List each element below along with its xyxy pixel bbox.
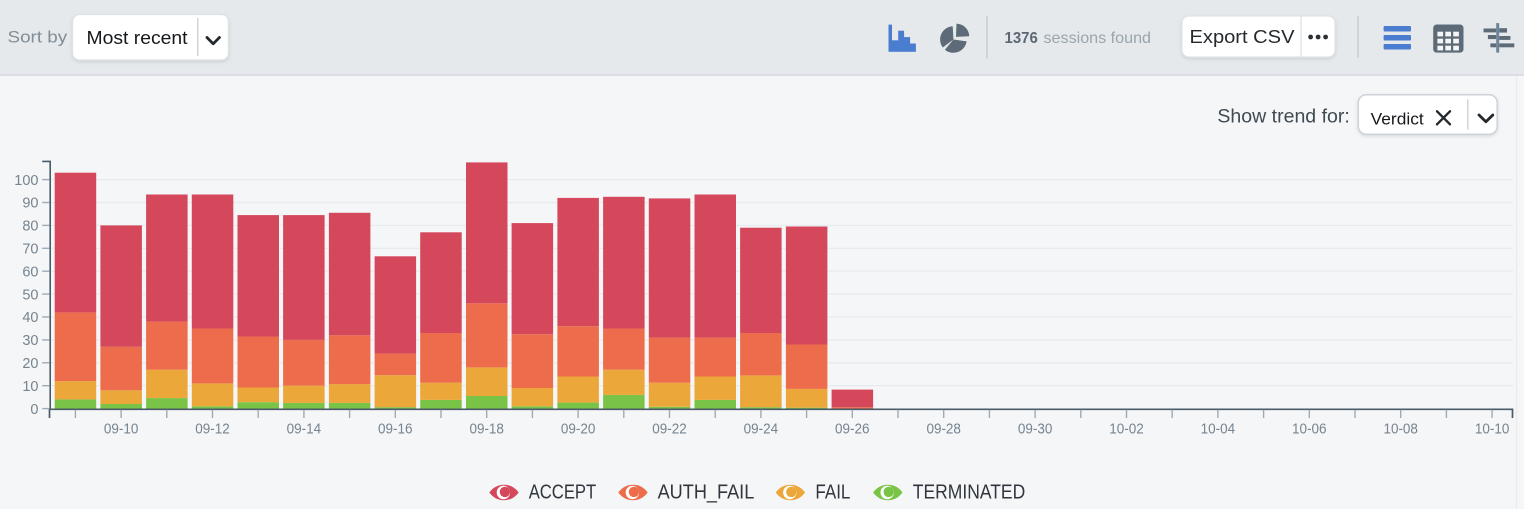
svg-text:09-30: 09-30 [1018,422,1053,438]
svg-text:09-16: 09-16 [378,422,413,438]
svg-text:TERMINATED: TERMINATED [913,481,1025,503]
svg-text:09-10: 09-10 [104,422,139,438]
svg-text:09-20: 09-20 [561,422,596,438]
svg-text:09-14: 09-14 [287,422,322,438]
svg-text:90: 90 [22,196,38,212]
svg-text:40: 40 [22,310,38,326]
svg-text:sessions found: sessions found [1044,30,1152,47]
svg-text:80: 80 [22,219,38,235]
svg-text:10-08: 10-08 [1383,422,1418,438]
svg-text:Most recent: Most recent [87,27,188,48]
svg-text:09-24: 09-24 [744,422,779,438]
svg-text:09-26: 09-26 [835,422,870,438]
svg-text:Show trend for:: Show trend for: [1217,105,1349,127]
svg-text:20: 20 [22,356,38,372]
svg-text:Verdict: Verdict [1371,110,1424,129]
svg-text:09-12: 09-12 [195,422,230,438]
svg-text:1376: 1376 [1005,30,1038,47]
svg-text:0: 0 [30,402,38,418]
svg-text:Sort by: Sort by [8,28,68,47]
svg-text:10-10: 10-10 [1475,422,1510,438]
svg-text:10: 10 [22,379,38,395]
svg-text:10-02: 10-02 [1109,422,1144,438]
svg-text:10-04: 10-04 [1201,422,1236,438]
svg-text:ACCEPT: ACCEPT [529,481,597,503]
svg-text:100: 100 [14,173,38,189]
svg-text:09-22: 09-22 [652,422,687,438]
svg-text:09-28: 09-28 [926,422,961,438]
svg-text:70: 70 [22,242,38,258]
svg-text:50: 50 [22,287,38,303]
svg-text:10-06: 10-06 [1292,422,1327,438]
svg-text:30: 30 [22,333,38,349]
svg-text:AUTH_FAIL: AUTH_FAIL [658,481,755,503]
svg-text:FAIL: FAIL [815,481,850,503]
svg-text:Export CSV: Export CSV [1190,27,1295,47]
svg-text:60: 60 [22,264,38,280]
svg-text:09-18: 09-18 [469,422,504,438]
